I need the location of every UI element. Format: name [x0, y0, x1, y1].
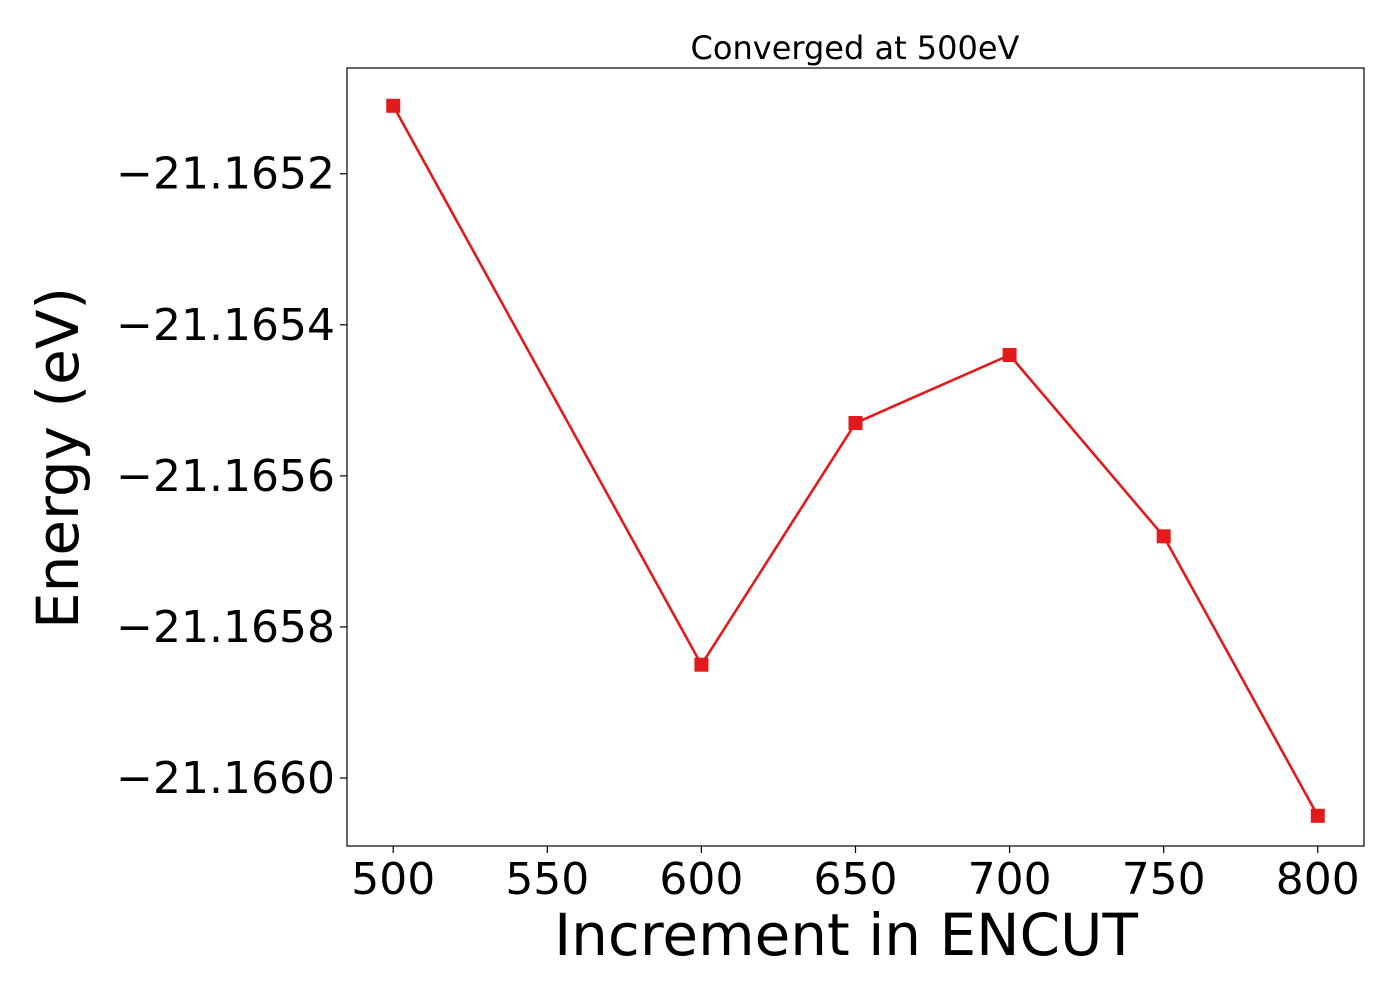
- plot-background: [347, 68, 1364, 846]
- chart-title: Converged at 500eV: [691, 29, 1020, 67]
- data-point: [848, 416, 863, 431]
- x-axis-ticks: 500 550 600 650 700 750 800: [351, 846, 1360, 905]
- x-tick-label: 750: [1122, 854, 1206, 905]
- series-group: [386, 98, 1325, 823]
- x-tick-label: 700: [968, 854, 1052, 905]
- x-tick-label: 800: [1276, 854, 1360, 905]
- y-tick-label: −21.1658: [116, 602, 335, 653]
- plot-frame: [346, 67, 1365, 847]
- data-point: [386, 98, 401, 113]
- y-axis-label: Energy (eV): [24, 287, 92, 629]
- y-tick-label: −21.1652: [116, 149, 335, 200]
- series-line: [392, 105, 1319, 817]
- y-tick-label: −21.1660: [116, 753, 335, 804]
- y-tick-label: −21.1654: [116, 300, 335, 351]
- data-point: [1002, 348, 1017, 363]
- x-tick-label: 650: [814, 854, 898, 905]
- x-axis-label: Increment in ENCUT: [554, 901, 1138, 969]
- data-point: [1310, 808, 1325, 823]
- data-point: [694, 657, 709, 672]
- data-point: [1156, 529, 1171, 544]
- x-tick-label: 600: [659, 854, 743, 905]
- x-tick-label: 500: [351, 854, 435, 905]
- y-tick-label: −21.1656: [116, 451, 335, 502]
- y-axis-ticks: −21.1652 −21.1654 −21.1656 −21.1658 −21.1660: [116, 149, 347, 804]
- x-tick-label: 550: [505, 854, 589, 905]
